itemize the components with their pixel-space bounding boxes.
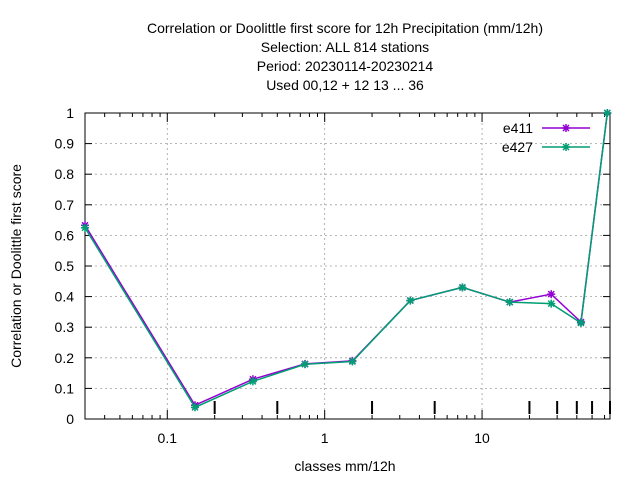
legend-marker-e427 (562, 143, 570, 151)
series-line-e427 (84, 112, 609, 409)
marker-core (251, 379, 255, 384)
x-tick-label: 0.1 (158, 430, 178, 446)
x-axis-label: classes mm/12h (294, 458, 395, 474)
data-point-e427 (406, 296, 415, 305)
marker-core (460, 285, 465, 290)
axis-ticks: 0 0.1 0.2 0.3 0.4 0.5 0.6 0.7 0.8 0.9 1 0.1 1 10 (55, 105, 610, 446)
data-point-e427 (603, 109, 612, 117)
data-point-e427 (348, 357, 357, 366)
title-line-4: Used 00,12 + 12 13 ... 36 (266, 77, 424, 93)
data-point-e427 (576, 318, 585, 327)
marker-core (579, 321, 583, 325)
y-tick-label: 0.7 (55, 197, 75, 213)
data-point-e427 (505, 298, 514, 307)
y-tick-label: 1 (66, 105, 74, 121)
y-tick-label: 0.5 (55, 258, 75, 274)
title-line-1: Correlation or Doolittle first score for… (147, 20, 543, 36)
data-point-e427 (191, 403, 200, 412)
marker-core (605, 111, 610, 115)
grid (85, 113, 610, 419)
title-line-3: Period: 20230114-20230214 (257, 58, 434, 74)
x-tick-label: 10 (474, 430, 490, 446)
y-tick-label: 0.4 (55, 289, 75, 305)
marker-core (507, 300, 512, 304)
marker-core (350, 359, 355, 364)
data-point-e427 (547, 299, 556, 308)
title-line-2: Selection: ALL 814 stations (261, 39, 429, 55)
legend-item-e427: e427 (502, 139, 590, 155)
legend-label-e427: e427 (502, 139, 533, 155)
legend-item-e411: e411 (503, 120, 590, 136)
marker-core (549, 301, 554, 306)
legend: e411 e427 (502, 120, 590, 155)
marker-core (83, 225, 87, 230)
class-ticks (213, 401, 611, 414)
y-tick-label: 0.8 (55, 166, 75, 182)
chart-title: Correlation or Doolittle first score for… (147, 20, 543, 93)
data-point-e427 (248, 377, 257, 386)
y-tick-label: 0.9 (55, 136, 75, 152)
marker-core (303, 362, 307, 367)
data-point-e427 (81, 223, 89, 232)
data-point-e427 (458, 283, 467, 292)
y-tick-label: 0.2 (55, 350, 75, 366)
data-point-e427 (301, 360, 310, 369)
marker-core (564, 145, 568, 149)
x-tick-label: 1 (321, 430, 329, 446)
marker-core (193, 405, 197, 410)
series-e427 (81, 109, 612, 412)
marker-core (408, 298, 413, 303)
marker-core (564, 126, 568, 130)
data-point-e411 (547, 290, 556, 299)
legend-label-e411: e411 (503, 120, 533, 136)
y-tick-label: 0.6 (55, 227, 75, 243)
y-tick-label: 0 (66, 411, 74, 427)
y-tick-label: 0.1 (55, 380, 75, 396)
y-tick-label: 0.3 (55, 319, 75, 335)
marker-core (549, 292, 554, 296)
legend-marker-e411 (562, 124, 570, 132)
series-layer (81, 109, 612, 412)
y-axis-label: Correlation or Doolittle first score (8, 164, 24, 368)
